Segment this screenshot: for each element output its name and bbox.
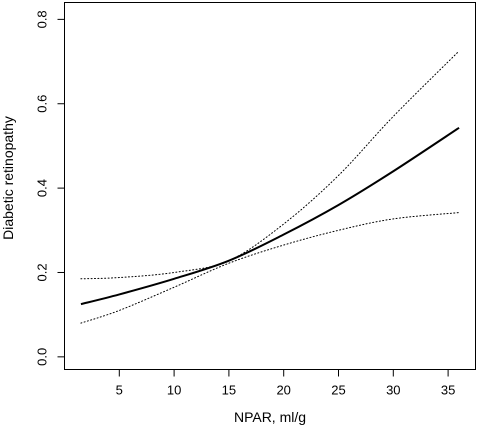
x-tick-label: 20	[276, 383, 290, 398]
x-tick-label: 35	[441, 383, 455, 398]
y-tick-label: 0.6	[35, 95, 50, 113]
estimate-line	[80, 126, 460, 306]
x-axis: 5 10 15 20 25 30 35	[116, 369, 455, 398]
x-tick-label: 15	[222, 383, 236, 398]
upper-ci-line	[80, 50, 460, 280]
x-tick-label: 5	[116, 383, 123, 398]
plot-area	[64, 2, 476, 370]
y-axis: 0.0 0.2 0.4 0.6 0.8	[35, 10, 65, 366]
x-tick-label: 30	[386, 383, 400, 398]
x-tick-label: 10	[167, 383, 181, 398]
y-tick-label: 0.2	[35, 263, 50, 281]
series-layer	[80, 50, 460, 324]
lower-ci-line	[80, 212, 460, 324]
y-axis-title: Diabetic retinopathy	[0, 116, 16, 240]
y-tick-label: 0.8	[35, 10, 50, 28]
y-tick-label: 0.0	[35, 348, 50, 366]
y-tick-label: 0.4	[35, 179, 50, 197]
x-tick-label: 25	[331, 383, 345, 398]
x-axis-title: NPAR, ml/g	[234, 409, 306, 425]
